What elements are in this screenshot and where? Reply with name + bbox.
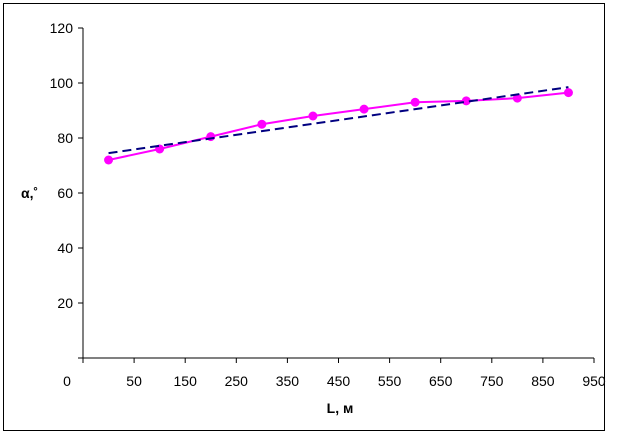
data-point (410, 97, 420, 107)
y-axis-label: α,˚ (21, 185, 38, 201)
x-tick-label: 650 (429, 373, 453, 389)
y-tick-label: 20 (57, 295, 73, 311)
x-axis-label: L, м (327, 400, 354, 416)
data-point (257, 119, 267, 129)
x-ticks: 50 150 250 350 450 550 650 750 850 950 (82, 358, 606, 389)
x-tick-label: 350 (276, 373, 300, 389)
x-tick-label: 950 (582, 373, 606, 389)
x-tick-label: 750 (480, 373, 504, 389)
series-layer (104, 86, 573, 165)
chart-frame (3, 3, 605, 431)
x-tick-label: 250 (225, 373, 249, 389)
x-tick-label: 450 (327, 373, 351, 389)
x-tick-label: 850 (531, 373, 555, 389)
data-point (461, 96, 471, 106)
data-point (563, 88, 573, 98)
data-point (359, 104, 369, 114)
y-tick-label: 60 (57, 185, 73, 201)
x-tick-label: 550 (378, 373, 402, 389)
x-tick-label: 50 (126, 373, 142, 389)
y-tick-label: 100 (50, 75, 74, 91)
x-origin-label: 0 (63, 373, 71, 389)
data-point (104, 155, 114, 165)
data-point (308, 111, 318, 121)
y-ticks: 20 40 60 80 100 120 (50, 20, 83, 359)
y-tick-label: 40 (57, 240, 73, 256)
data-point (512, 93, 522, 103)
y-tick-label: 80 (57, 130, 73, 146)
trend-line (108, 86, 569, 155)
axes (82, 28, 594, 359)
y-tick-label: 120 (50, 20, 74, 36)
series-line (108, 91, 569, 161)
x-tick-label: 150 (174, 373, 198, 389)
